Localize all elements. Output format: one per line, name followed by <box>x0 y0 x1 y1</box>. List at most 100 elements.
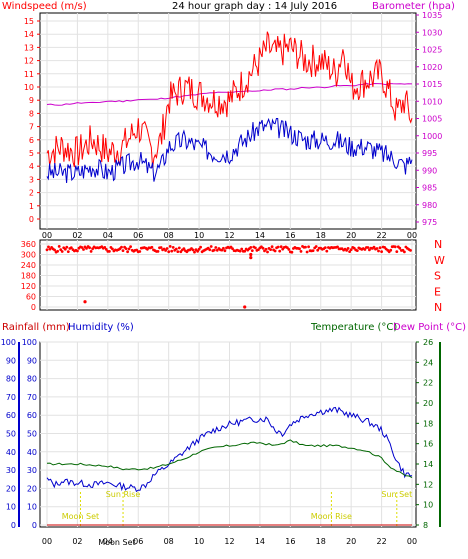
direction-point <box>56 249 59 253</box>
direction-point <box>316 248 320 252</box>
direction-point <box>83 300 87 304</box>
bottom-x-tick-label: 12 <box>224 537 234 546</box>
rainfall-tick-label: 0 <box>11 521 16 530</box>
direction-point <box>372 245 376 249</box>
barometer-tick-label: 1000 <box>422 132 442 141</box>
direction-tick-label: 0 <box>31 303 36 312</box>
direction-point <box>222 246 225 250</box>
humidity-tick-label: 70 <box>27 393 37 402</box>
barometer-axis-title: Barometer (hpa) <box>372 1 455 12</box>
top-x-tick-label: 00 <box>407 231 417 240</box>
gust-line <box>46 31 413 168</box>
bottom-series <box>46 406 413 526</box>
top-series <box>46 31 413 184</box>
direction-point <box>124 247 128 251</box>
direction-point <box>249 252 253 257</box>
direction-tick-label: 360 <box>21 240 36 249</box>
direction-point <box>231 247 234 251</box>
direction-point <box>82 248 85 251</box>
direction-point <box>85 247 88 250</box>
direction-point <box>266 250 269 254</box>
temperature-tick-label: 12 <box>423 480 433 489</box>
direction-point <box>159 246 163 249</box>
windspeed-tick-label: 8 <box>29 109 34 118</box>
direction-point <box>304 245 307 249</box>
compass-label: N <box>434 238 442 251</box>
direction-point <box>57 245 61 248</box>
rainfall-tick-label: 20 <box>6 484 16 493</box>
windspeed-tick-label: 9 <box>29 96 34 105</box>
direction-point <box>250 249 254 253</box>
humidity-tick-label: 0 <box>32 521 37 530</box>
temperature-tick-label: 8 <box>423 521 428 530</box>
direction-point <box>238 249 242 253</box>
direction-point <box>375 247 379 250</box>
direction-point <box>348 250 351 254</box>
direction-point <box>126 250 129 254</box>
rainfall-tick-label: 90 <box>6 356 16 365</box>
direction-point <box>393 245 397 249</box>
top-x-tick-label: 06 <box>133 231 143 240</box>
direction-point <box>53 248 56 252</box>
direction-point <box>366 246 370 249</box>
temperature-line <box>46 439 413 479</box>
bottom-x-tick-label: 04 <box>103 537 113 546</box>
barometer-tick-label: 1010 <box>422 97 442 106</box>
barometer-tick-label: 1020 <box>422 63 442 72</box>
humidity-tick-label: 20 <box>27 484 37 493</box>
humidity-tick-label: 10 <box>27 503 37 512</box>
top-x-tick-label: 16 <box>285 231 295 240</box>
direction-point <box>199 245 203 249</box>
rainfall-tick-label: 40 <box>6 448 16 457</box>
direction-point <box>121 249 125 253</box>
bottom-x-tick-label: 00 <box>407 537 417 546</box>
rainfall-axis-title: Rainfall (mm) <box>2 322 70 333</box>
windspeed-tick-label: 10 <box>24 83 34 92</box>
direction-point <box>311 249 315 253</box>
windspeed-tick-label: 3 <box>29 175 34 184</box>
direction-point <box>66 250 70 254</box>
barometer-tick-label: 980 <box>422 201 437 210</box>
event-label: Moon Rise <box>311 512 352 521</box>
barometer-tick-label: 975 <box>422 218 437 227</box>
temperature-tick-label: 16 <box>423 440 433 449</box>
rainfall-tick-label: 30 <box>6 466 16 475</box>
event-label: Sun Set <box>381 490 412 499</box>
direction-point <box>76 249 79 253</box>
direction-point <box>196 249 200 253</box>
direction-series <box>45 245 412 309</box>
rainfall-tick-label: 10 <box>6 503 16 512</box>
event-label: Moon Set <box>98 538 135 547</box>
humidity-axis-title: Humidity (%) <box>68 322 134 333</box>
top-x-tick-label: 02 <box>72 231 82 240</box>
humidity-tick-label: 60 <box>27 411 37 420</box>
event-label: Moon Set <box>62 512 99 521</box>
humidity-tick-label: 80 <box>27 375 37 384</box>
direction-point <box>193 250 196 254</box>
direction-point <box>389 248 393 252</box>
direction-point <box>197 247 201 251</box>
rainfall-axis: 0 10 20 30 40 50 60 70 80 90 100 <box>1 338 20 530</box>
windspeed-tick-label: 14 <box>24 30 34 39</box>
direction-point <box>398 246 402 250</box>
direction-point <box>170 249 174 253</box>
windspeed-tick-label: 15 <box>24 17 34 26</box>
direction-point <box>165 247 169 250</box>
direction-point <box>89 250 93 253</box>
direction-tick-label: 120 <box>21 282 36 291</box>
temperature-tick-label: 22 <box>423 379 433 388</box>
direction-point <box>323 246 327 250</box>
direction-point <box>249 246 253 249</box>
direction-point <box>212 248 216 252</box>
direction-point <box>65 245 69 249</box>
bottom-x-tick-label: 10 <box>194 537 204 546</box>
direction-point <box>45 248 49 252</box>
direction-point <box>298 247 301 251</box>
direction-point <box>150 245 154 249</box>
direction-point <box>395 250 399 254</box>
direction-point <box>276 245 280 249</box>
direction-tick-label: 240 <box>21 261 36 270</box>
rainfall-tick-label: 60 <box>6 411 16 420</box>
windspeed-tick-label: 4 <box>29 162 34 171</box>
bottom-grid <box>40 341 416 527</box>
